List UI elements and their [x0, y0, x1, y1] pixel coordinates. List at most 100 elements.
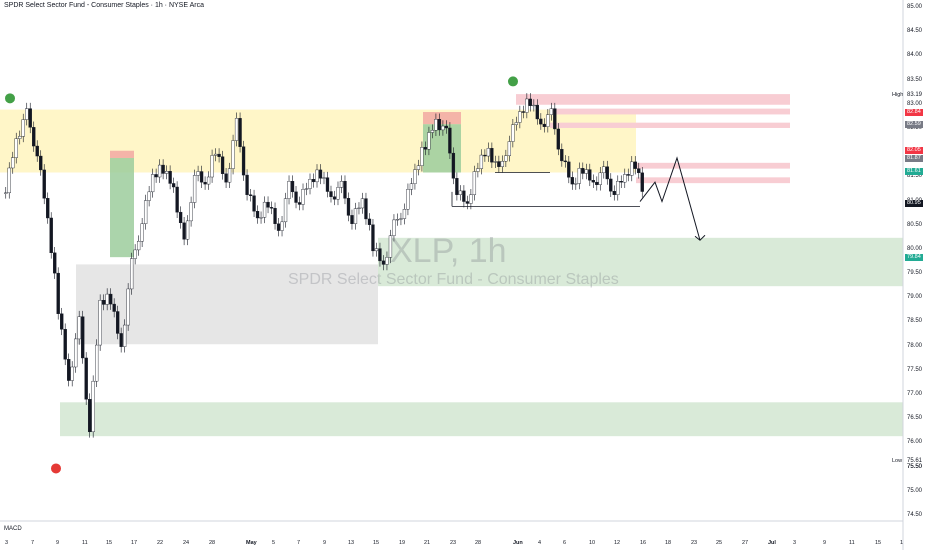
- candle-body: [329, 191, 333, 197]
- candle-body: [563, 160, 567, 163]
- candle-body: [189, 202, 193, 222]
- candle-body: [472, 171, 477, 195]
- candle-body: [255, 210, 260, 219]
- candle-body: [350, 215, 354, 224]
- candle-body: [7, 167, 11, 194]
- price-tag: 82.84: [905, 108, 923, 116]
- candle-body: [360, 198, 365, 209]
- candle-body: [469, 194, 473, 204]
- zone-demand: [60, 402, 903, 437]
- x-tick-label: 12: [614, 540, 621, 546]
- candle-body: [528, 98, 532, 106]
- zone-resistance: [516, 94, 790, 105]
- y-tick-label: 84.50: [907, 28, 923, 35]
- candle-body: [81, 316, 85, 359]
- candle-body: [451, 152, 456, 179]
- candle-body: [273, 208, 277, 224]
- candle-body: [542, 123, 546, 127]
- candle-body: [21, 119, 25, 137]
- candle-body: [199, 171, 204, 183]
- x-tick-label: 28: [475, 540, 482, 546]
- candle-body: [143, 200, 148, 224]
- price-label: 75.61: [907, 458, 923, 465]
- y-tick-label: 80.00: [907, 245, 923, 252]
- candle-body: [140, 223, 144, 242]
- projection-path: [639, 156, 701, 241]
- candle-body: [35, 145, 39, 157]
- candle-body: [525, 98, 529, 113]
- candle-body: [637, 168, 641, 174]
- y-tick-label: 78.50: [907, 318, 923, 325]
- x-tick-label: 15: [875, 540, 882, 546]
- candle-body: [339, 181, 344, 188]
- candle-body: [532, 104, 536, 107]
- candle-body: [290, 181, 295, 193]
- candle-body: [374, 248, 379, 252]
- candle-body: [437, 119, 442, 131]
- zone-resistance: [636, 162, 790, 169]
- y-tick-label: 82.50: [907, 124, 923, 131]
- candle-body: [164, 171, 169, 174]
- x-tick-label: 28: [209, 540, 216, 546]
- candle-body: [577, 168, 581, 184]
- x-tick-label: 24: [183, 540, 190, 546]
- y-tick-label: 74.50: [907, 512, 923, 518]
- candle-body: [609, 178, 613, 192]
- candle-body: [388, 235, 393, 258]
- candle-body: [269, 207, 274, 209]
- candle-body: [60, 313, 64, 330]
- candle-body: [640, 172, 644, 192]
- candle-body: [539, 118, 543, 125]
- x-tick-label: 19: [399, 540, 406, 546]
- candle-body: [546, 114, 550, 127]
- candle-body: [231, 140, 235, 169]
- candle-body: [367, 218, 372, 225]
- candle-body: [56, 272, 60, 314]
- price-label: 83.19: [907, 91, 923, 98]
- zone-range: [76, 264, 378, 345]
- x-tick-label: 17: [131, 540, 138, 546]
- x-tick-label: 4: [538, 540, 542, 546]
- candle-body: [402, 209, 407, 219]
- y-tick-label: 80.50: [907, 221, 923, 228]
- x-tick-label: 7: [31, 540, 35, 546]
- candle-body: [276, 223, 281, 231]
- x-tick-label: Jul: [768, 540, 776, 546]
- candle-body: [28, 108, 32, 128]
- candle-body: [32, 127, 36, 147]
- candle-body: [67, 359, 71, 381]
- candle-body: [553, 108, 557, 130]
- y-tick-label: 76.50: [907, 415, 923, 422]
- candle-body: [136, 240, 141, 251]
- candle-body: [619, 181, 623, 183]
- candle-body: [287, 181, 291, 199]
- candle-body: [192, 175, 197, 203]
- y-tick-label: 79.00: [907, 294, 923, 301]
- candle-body: [224, 173, 228, 183]
- candle-body: [521, 111, 525, 113]
- candle-body: [53, 252, 57, 274]
- candle-body: [490, 148, 494, 163]
- candle-body: [88, 399, 92, 433]
- y-tick-label: 76.00: [907, 439, 923, 446]
- candle-body: [612, 191, 616, 195]
- candle-body: [455, 178, 459, 195]
- candle-body: [42, 169, 46, 199]
- candle-body: [500, 161, 505, 167]
- candle-body: [70, 366, 74, 381]
- candle-body: [595, 181, 599, 185]
- candle-body: [507, 141, 512, 156]
- zone-resistance: [550, 122, 790, 128]
- candle-body: [245, 174, 249, 195]
- zone-supply: [0, 109, 636, 173]
- candle-body: [332, 196, 337, 200]
- price-tag: 80.95: [905, 199, 923, 207]
- trade-box-red: [110, 150, 134, 158]
- x-tick-label: 15: [106, 540, 113, 546]
- candle-body: [133, 249, 137, 259]
- candle-body: [322, 177, 326, 179]
- candle-body: [206, 176, 211, 185]
- zone-resistance: [636, 177, 790, 184]
- candle-body: [378, 248, 382, 262]
- candle-body: [182, 222, 186, 240]
